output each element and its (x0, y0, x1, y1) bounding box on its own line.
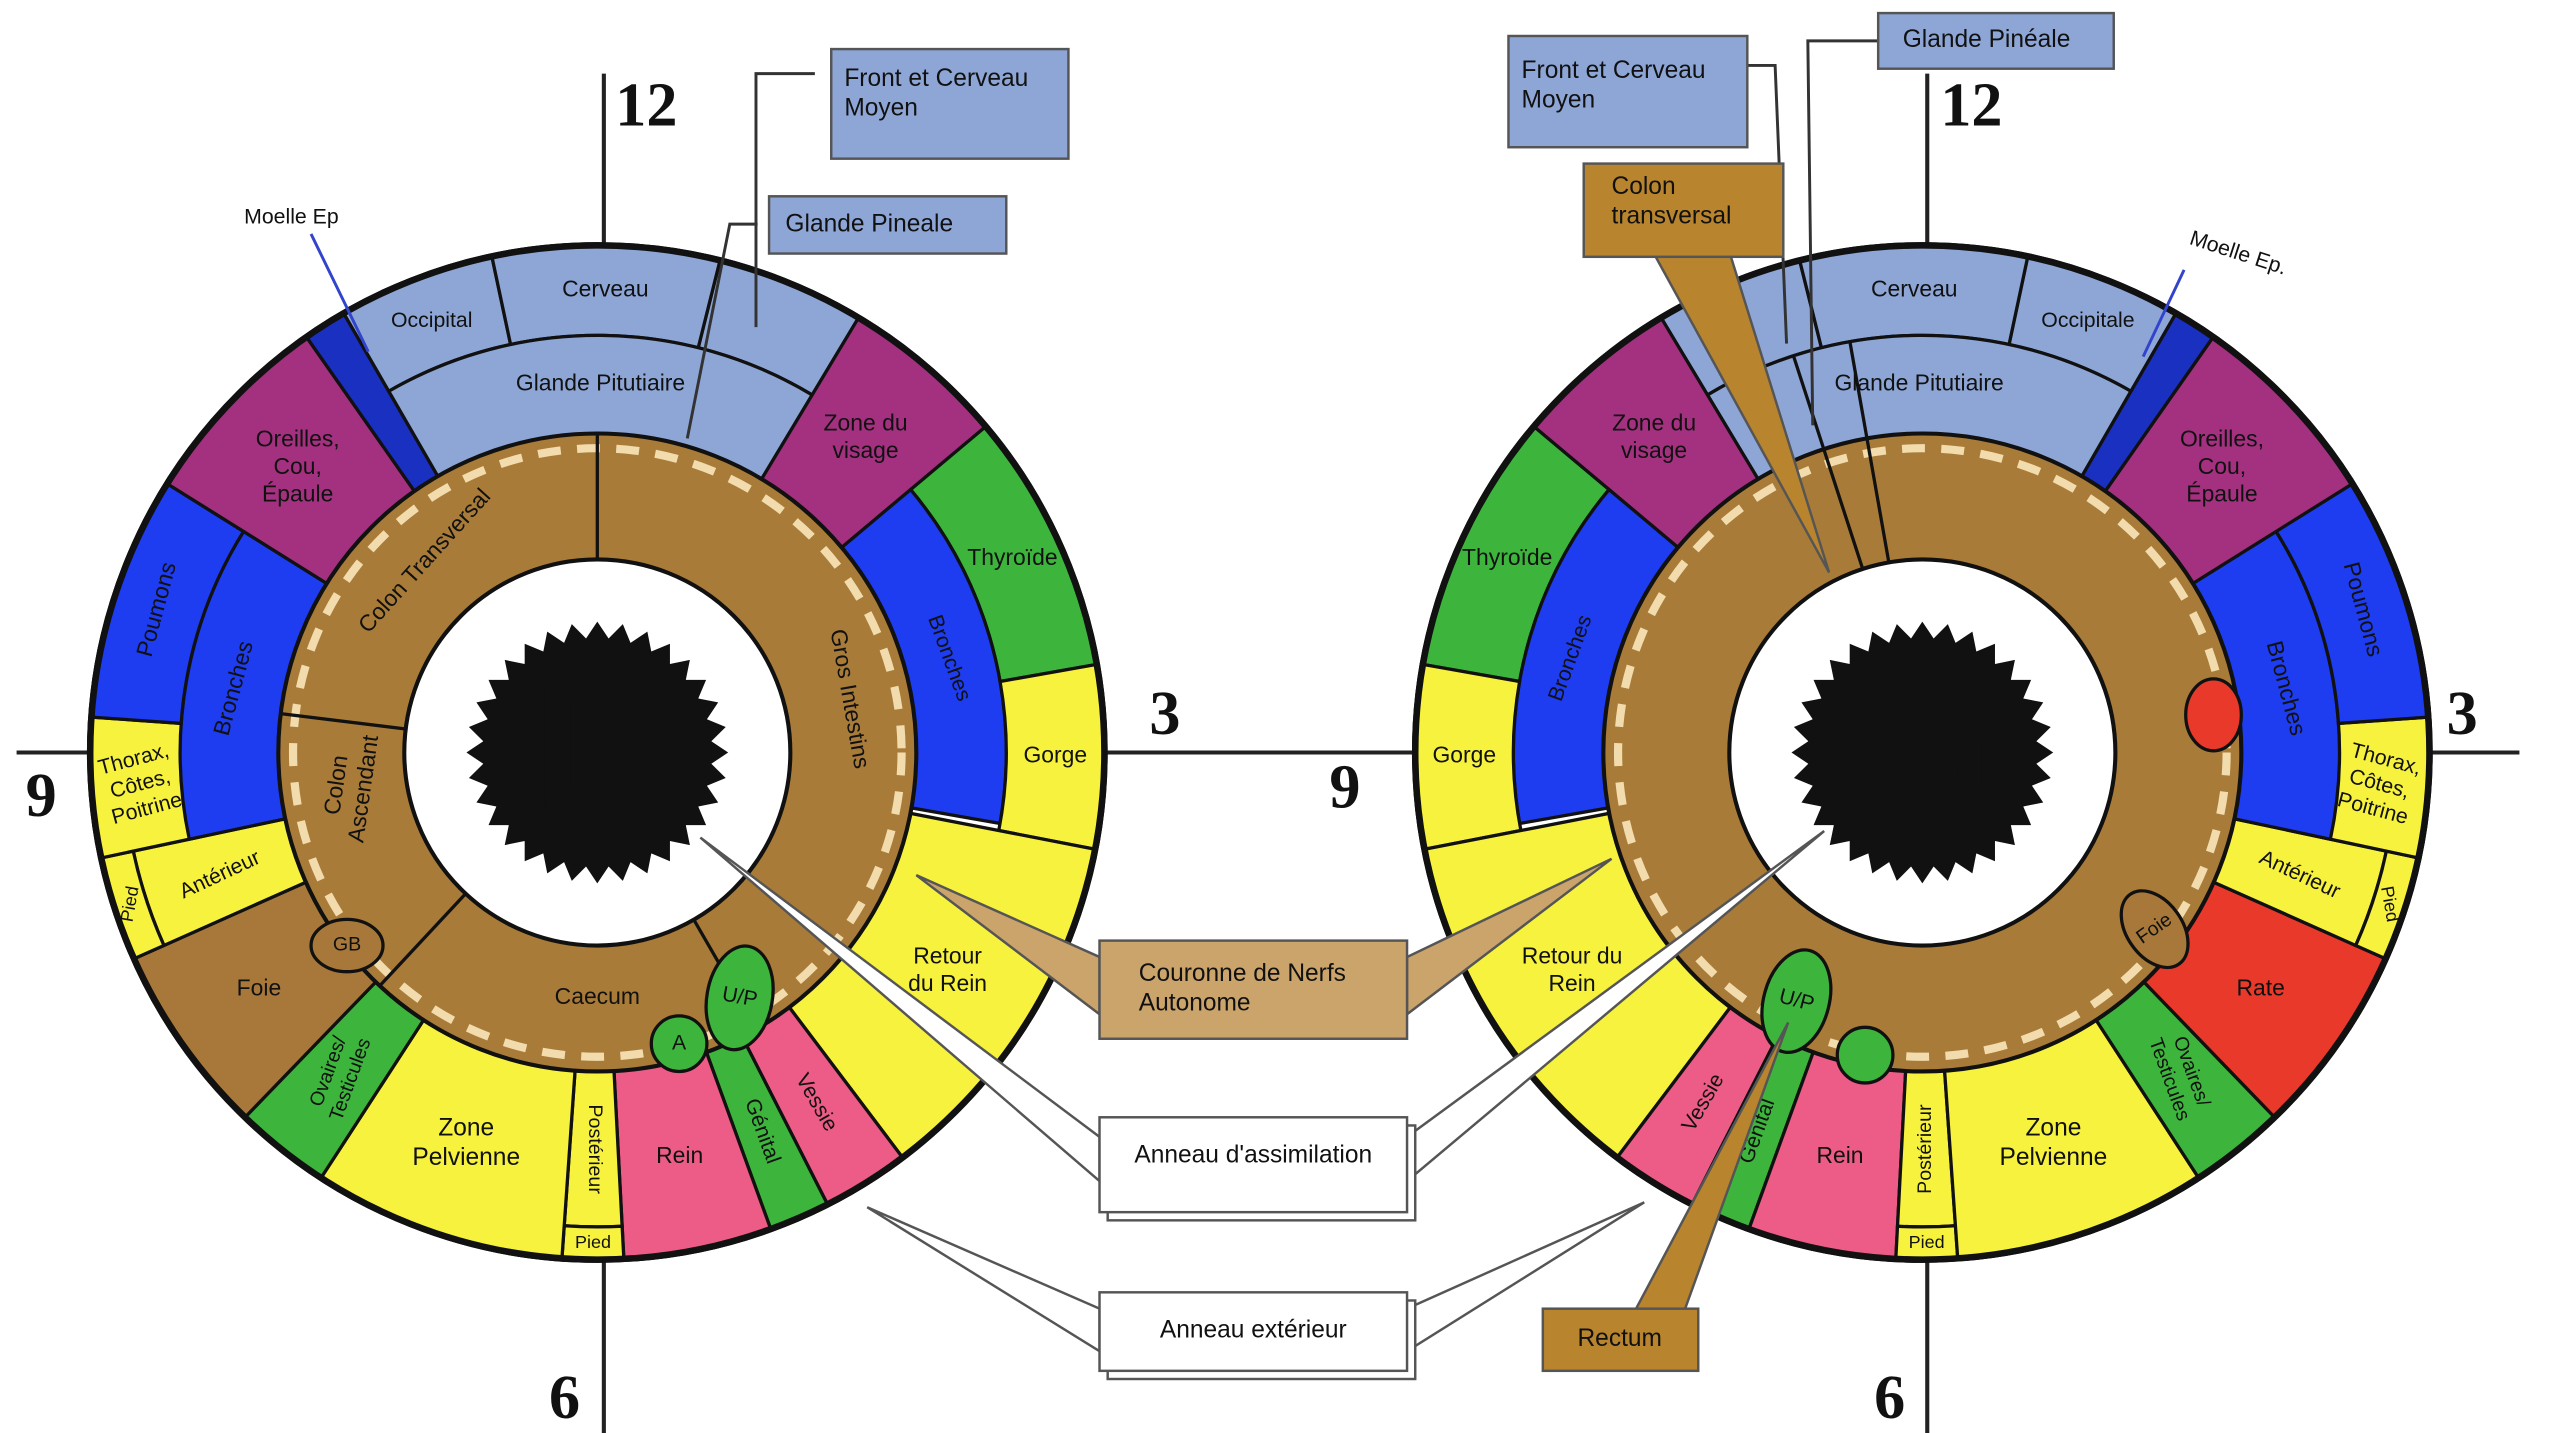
callout-label-line: Anneau extérieur (1160, 1317, 1347, 1344)
zone-label-line: Cou, (2198, 453, 2246, 479)
callout-label-line: Couronne de Nerfs (1139, 960, 1346, 987)
marker (1837, 1027, 1893, 1083)
zone-label: Rein (1816, 1142, 1863, 1168)
zone-label-line: Rein (1816, 1142, 1863, 1168)
callout-label-line: Autonome (1139, 990, 1251, 1017)
ring-label: Caecum (555, 983, 640, 1009)
zone-label: Gorge (1024, 742, 1088, 768)
zone-label-line: Pied (1909, 1232, 1945, 1252)
zone-label-line: Pied (575, 1232, 611, 1252)
hour-label: 6 (549, 1364, 580, 1432)
callout-label: Glande Pineale (785, 211, 953, 238)
zone-label-line: Pelvienne (412, 1144, 520, 1171)
zone-label-line: Occipitale (2041, 308, 2134, 332)
callout-label-line: Front et Cerveau (844, 66, 1028, 93)
zone-label: Thyroïde (967, 544, 1057, 570)
zone-label: Rate (2237, 974, 2285, 1000)
hour-label: 3 (1149, 680, 1180, 748)
eye-letter: G (1852, 645, 1992, 846)
zone-label-line: Retour du (1522, 943, 1623, 969)
zone-label-line: Zone (2025, 1115, 2081, 1142)
callout-label: Anneau extérieur (1160, 1317, 1347, 1344)
callout-label: Anneau d'assimilation (1134, 1142, 1372, 1169)
zone-label-line: Occipital (391, 308, 472, 332)
zone-label-line: Thyroïde (1462, 544, 1552, 570)
zone-label: Rein (656, 1142, 703, 1168)
badge-label: GB (333, 934, 361, 956)
zone-label: Pied (1909, 1232, 1945, 1252)
zone-label: Glande Pitutiaire (516, 369, 685, 395)
eye-letter: D (532, 645, 662, 846)
zone-label: Postérieur (584, 1104, 606, 1194)
zone-label: Pied (575, 1232, 611, 1252)
zone-label-line: Oreilles, (2180, 426, 2264, 452)
marker (2186, 679, 2242, 751)
hour-label: 9 (1329, 754, 1360, 822)
callout-label: Glande Pinéale (1903, 26, 2071, 53)
zone-label: Thyroïde (1462, 544, 1552, 570)
badge-label: A (672, 1030, 687, 1054)
callout-label-line: Front et Cerveau (1522, 57, 1706, 84)
callout-label: Moelle Ep (244, 204, 339, 228)
zone-label: Occipital (391, 308, 472, 332)
zone-label-line: Épaule (262, 481, 333, 507)
hour-label: 3 (2447, 680, 2478, 748)
callout-label-line: Moyen (1522, 87, 1596, 114)
zone-label-line: Foie (237, 974, 282, 1000)
zone-label-line: visage (832, 437, 898, 463)
zone-label-line: Zone du (1612, 410, 1696, 436)
hour-label: 9 (26, 762, 57, 830)
zone-label-line: Cerveau (1871, 275, 1958, 301)
callout-label-line: Colon (1612, 174, 1676, 201)
zone-label-line: Thyroïde (967, 544, 1057, 570)
zone-label-line: visage (1621, 437, 1687, 463)
zone-label-line: Zone (438, 1115, 494, 1142)
zone-label-line: Rate (2237, 974, 2285, 1000)
callout-label-line: Rectum (1577, 1325, 1661, 1352)
hour-label: 12 (1940, 72, 2002, 140)
callout-label-line: Moelle Ep (244, 204, 339, 228)
zone-label-line: Rein (1549, 970, 1596, 996)
zone-label: Occipitale (2041, 308, 2134, 332)
zone-label-line: Pelvienne (2000, 1144, 2108, 1171)
zone-label-line: Rein (656, 1142, 703, 1168)
zone-label: Cerveau (562, 275, 649, 301)
zone-label: Postérieur (1914, 1104, 1936, 1194)
zone-label-line: Épaule (2186, 481, 2257, 507)
zone-label: Foie (237, 974, 282, 1000)
hour-label: 6 (1874, 1364, 1905, 1432)
page: { "eyes": [ { "letter": "D", "hours": ["… (0, 0, 2572, 1433)
zone-label-line: Cou, (274, 453, 322, 479)
callout-label-line: Anneau d'assimilation (1134, 1142, 1372, 1169)
callout-label-line: transversal (1612, 203, 1732, 230)
zone-label-line: Postérieur (584, 1104, 606, 1194)
zone-label-line: Postérieur (1914, 1104, 1936, 1194)
zone-label-line: Gorge (1024, 742, 1088, 768)
zone-label-line: Gorge (1433, 742, 1497, 768)
hour-label: 12 (615, 72, 677, 140)
iris-chart: Occipital Cerveau Glande Pitutiaire Zone du… (0, 0, 2572, 1433)
zone-label-line: Retour (913, 943, 982, 969)
callout-label-line: Glande Pineale (785, 211, 953, 238)
zone-label-line: Cerveau (562, 275, 649, 301)
callout-label: Rectum (1577, 1325, 1661, 1352)
zone-label-line: Zone du (824, 410, 908, 436)
callout-label-line: Moyen (844, 95, 918, 122)
zone-label-line: Oreilles, (256, 426, 340, 452)
zone-label-line: du Rein (908, 970, 987, 996)
zone-label-line: Glande Pitutiaire (516, 369, 685, 395)
zone-label: Cerveau (1871, 275, 1958, 301)
ring-label-line: Caecum (555, 983, 640, 1009)
zone-label: Gorge (1433, 742, 1497, 768)
callout-label-line: Glande Pinéale (1903, 26, 2071, 53)
